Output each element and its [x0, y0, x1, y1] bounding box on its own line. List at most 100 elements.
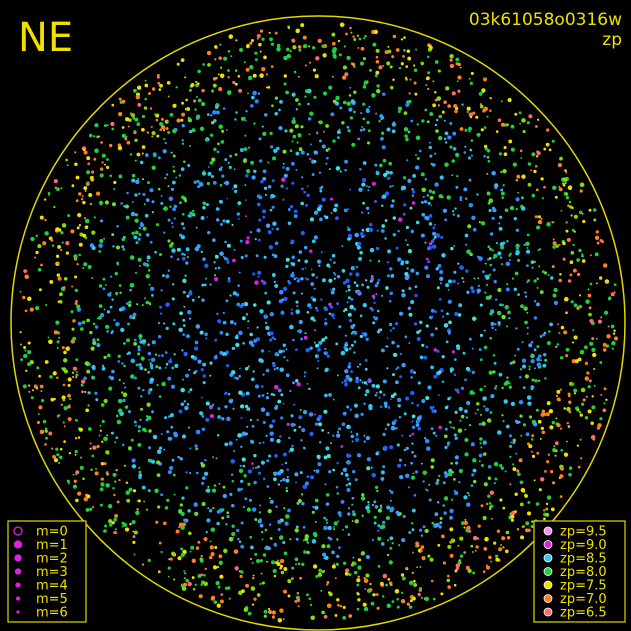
star [50, 238, 54, 242]
star [432, 226, 436, 230]
star [389, 445, 394, 450]
star [115, 468, 118, 472]
star [365, 185, 368, 188]
star [584, 361, 589, 365]
zp-legend-label: zp=9.5 [560, 525, 607, 540]
star [487, 476, 492, 480]
star [214, 254, 219, 259]
star [279, 608, 284, 613]
star [373, 301, 376, 305]
star [526, 332, 529, 335]
star [172, 103, 177, 108]
star [335, 485, 339, 489]
star [559, 495, 563, 498]
star [156, 134, 160, 138]
star [602, 408, 607, 413]
star [446, 312, 449, 316]
star [417, 381, 421, 385]
star [278, 299, 283, 304]
star [94, 148, 99, 154]
star [206, 518, 211, 523]
star [219, 330, 224, 335]
star [568, 472, 572, 477]
star [36, 366, 40, 370]
star [594, 252, 599, 257]
star [56, 262, 59, 265]
star [188, 317, 192, 320]
star [188, 291, 193, 296]
star [590, 434, 596, 440]
star [400, 262, 404, 266]
star [577, 357, 582, 362]
star [177, 556, 182, 561]
star [205, 401, 210, 406]
star [405, 78, 408, 81]
star [119, 291, 122, 294]
star [546, 341, 551, 346]
star [354, 478, 358, 482]
star [289, 128, 294, 133]
star [56, 376, 59, 380]
star [268, 245, 274, 250]
star [295, 481, 297, 484]
star [531, 354, 535, 358]
star [593, 218, 597, 222]
star [68, 482, 71, 485]
star [300, 292, 304, 295]
star [258, 218, 262, 222]
star [206, 216, 209, 218]
star [410, 376, 413, 379]
star [468, 77, 471, 80]
star [398, 217, 403, 222]
star [127, 322, 130, 326]
star [67, 377, 72, 382]
star [283, 507, 286, 510]
star [429, 46, 433, 50]
star [293, 277, 297, 281]
star [495, 241, 499, 245]
star [330, 290, 335, 295]
star [251, 95, 255, 100]
star [358, 187, 363, 192]
star [419, 566, 422, 568]
star [394, 380, 399, 385]
star [438, 525, 442, 529]
star [185, 578, 189, 583]
star [387, 578, 391, 581]
star [147, 269, 151, 272]
star [256, 34, 261, 38]
star [540, 426, 544, 431]
star [466, 249, 471, 254]
star [459, 419, 462, 422]
star [530, 169, 533, 172]
star [187, 509, 191, 513]
star [125, 135, 128, 138]
star [141, 114, 146, 119]
star [440, 235, 444, 239]
star [289, 389, 292, 393]
star [137, 347, 141, 352]
star [106, 434, 109, 437]
star [134, 159, 137, 162]
star [522, 386, 526, 389]
star [257, 238, 261, 242]
star [280, 570, 285, 575]
star [469, 115, 473, 119]
star [202, 206, 206, 210]
star [216, 603, 221, 608]
star [195, 324, 201, 329]
star [374, 394, 377, 397]
star [108, 386, 113, 391]
star [328, 312, 331, 315]
star [189, 388, 193, 392]
star [539, 477, 545, 482]
star [446, 195, 451, 200]
star [512, 463, 515, 466]
star [365, 206, 370, 210]
star [312, 505, 315, 508]
star [398, 258, 401, 261]
star [551, 265, 555, 269]
star [500, 170, 503, 174]
star [427, 71, 431, 75]
